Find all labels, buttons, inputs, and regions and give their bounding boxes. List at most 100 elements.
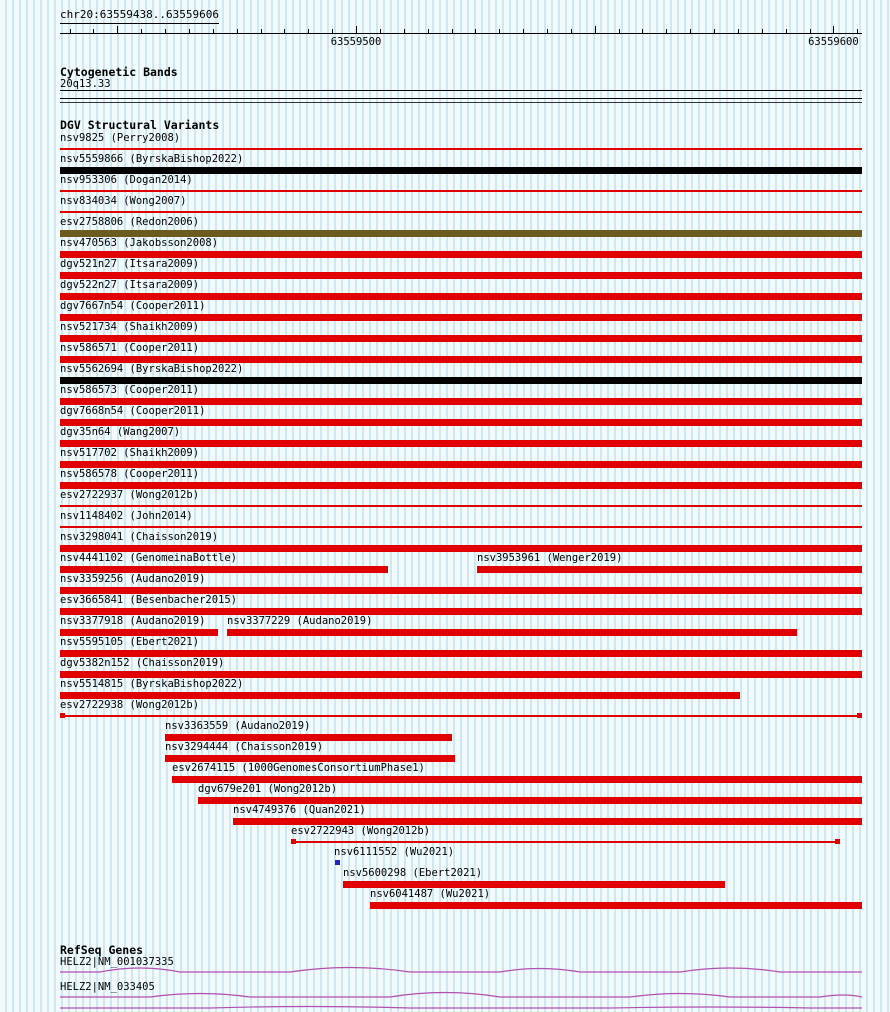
variant-label[interactable]: nsv5514815 (ByrskaBishop2022) bbox=[60, 678, 244, 690]
variant-bar[interactable] bbox=[835, 839, 840, 844]
variant-label[interactable]: dgv35n64 (Wang2007) bbox=[60, 426, 181, 438]
variant-label[interactable]: nsv4749376 (Quan2021) bbox=[233, 804, 366, 816]
variant-label[interactable]: esv3665841 (Besenbacher2015) bbox=[60, 594, 238, 606]
variant-bar[interactable] bbox=[370, 902, 862, 909]
variant-label[interactable]: nsv6041487 (Wu2021) bbox=[370, 888, 491, 900]
variant-label[interactable]: esv2674115 (1000GenomesConsortiumPhase1) bbox=[172, 762, 425, 774]
variant-label[interactable]: esv2722943 (Wong2012b) bbox=[291, 825, 431, 837]
variant-bar[interactable] bbox=[60, 293, 862, 300]
variant-bar[interactable] bbox=[60, 587, 862, 594]
variant-bar[interactable] bbox=[60, 335, 862, 342]
ruler-tick bbox=[69, 29, 71, 33]
variant-bar[interactable] bbox=[291, 839, 296, 844]
gene-label[interactable]: HELZ2|NM_033405 bbox=[60, 981, 155, 993]
variant-label[interactable]: dgv522n27 (Itsara2009) bbox=[60, 279, 200, 291]
variant-label[interactable]: nsv470563 (Jakobsson2008) bbox=[60, 237, 219, 249]
variant-bar[interactable] bbox=[165, 734, 452, 741]
variant-label[interactable]: dgv521n27 (Itsara2009) bbox=[60, 258, 200, 270]
variant-bar[interactable] bbox=[291, 841, 840, 843]
ruler-tick bbox=[761, 29, 763, 33]
variant-label[interactable]: nsv3298041 (Chaisson2019) bbox=[60, 531, 219, 543]
variant-label[interactable]: nsv586571 (Cooper2011) bbox=[60, 342, 200, 354]
variant-label[interactable]: nsv3953961 (Wenger2019) bbox=[477, 552, 623, 564]
variant-bar[interactable] bbox=[60, 148, 862, 150]
ruler-tick bbox=[833, 26, 835, 33]
variant-label[interactable]: esv2758806 (Redon2006) bbox=[60, 216, 200, 228]
variant-bar[interactable] bbox=[60, 715, 862, 717]
ruler-tick bbox=[308, 29, 310, 33]
variant-label[interactable]: nsv586573 (Cooper2011) bbox=[60, 384, 200, 396]
variant-label[interactable]: dgv7668n54 (Cooper2011) bbox=[60, 405, 206, 417]
variant-bar[interactable] bbox=[165, 755, 455, 762]
variant-label[interactable]: esv2722938 (Wong2012b) bbox=[60, 699, 200, 711]
variant-label[interactable]: nsv1148402 (John2014) bbox=[60, 510, 193, 522]
variant-bar[interactable] bbox=[60, 398, 862, 405]
variant-label[interactable]: dgv679e201 (Wong2012b) bbox=[198, 783, 338, 795]
variant-label[interactable]: nsv586578 (Cooper2011) bbox=[60, 468, 200, 480]
variant-bar[interactable] bbox=[60, 377, 862, 384]
variant-label[interactable]: nsv521734 (Shaikh2009) bbox=[60, 321, 200, 333]
variant-bar[interactable] bbox=[60, 211, 862, 213]
ruler-tick bbox=[284, 29, 286, 33]
variant-label[interactable]: nsv6111552 (Wu2021) bbox=[334, 846, 455, 858]
variant-label[interactable]: dgv7667n54 (Cooper2011) bbox=[60, 300, 206, 312]
variant-bar[interactable] bbox=[60, 566, 388, 573]
variant-label[interactable]: nsv5595105 (Ebert2021) bbox=[60, 636, 200, 648]
variant-bar[interactable] bbox=[60, 671, 862, 678]
ruler-tick bbox=[809, 29, 811, 33]
variant-bar[interactable] bbox=[60, 482, 862, 489]
variant-bar[interactable] bbox=[857, 713, 862, 718]
cytoband-glyph[interactable] bbox=[60, 90, 862, 99]
ruler-tick bbox=[570, 29, 572, 33]
variant-bar[interactable] bbox=[172, 776, 862, 783]
variant-bar[interactable] bbox=[60, 545, 862, 552]
variant-bar[interactable] bbox=[335, 860, 340, 865]
ruler-tick bbox=[451, 29, 453, 33]
variant-bar[interactable] bbox=[198, 797, 862, 804]
variant-label[interactable]: dgv5382n152 (Chaisson2019) bbox=[60, 657, 225, 669]
variant-bar[interactable] bbox=[60, 461, 862, 468]
gene-glyph[interactable] bbox=[60, 963, 862, 977]
variant-bar[interactable] bbox=[60, 272, 862, 279]
variant-bar[interactable] bbox=[60, 190, 862, 192]
variant-bar[interactable] bbox=[343, 881, 725, 888]
variant-label[interactable]: esv2722937 (Wong2012b) bbox=[60, 489, 200, 501]
variant-bar[interactable] bbox=[60, 251, 862, 258]
gene-label[interactable]: HELZ2|NM_001037335 bbox=[60, 956, 174, 968]
variant-bar[interactable] bbox=[227, 629, 797, 636]
variant-bar[interactable] bbox=[60, 526, 862, 528]
gene-glyph[interactable] bbox=[60, 988, 862, 1002]
variant-label[interactable]: nsv5600298 (Ebert2021) bbox=[343, 867, 483, 879]
ruler-tick bbox=[212, 29, 214, 33]
variant-bar[interactable] bbox=[60, 440, 862, 447]
variant-label[interactable]: nsv3294444 (Chaisson2019) bbox=[165, 741, 324, 753]
variant-label[interactable]: nsv3363559 (Audano2019) bbox=[165, 720, 311, 732]
variant-bar[interactable] bbox=[60, 314, 862, 321]
variant-bar[interactable] bbox=[477, 566, 862, 573]
gene-glyph-partial[interactable] bbox=[60, 1004, 862, 1012]
variant-bar[interactable] bbox=[60, 713, 65, 718]
variant-bar[interactable] bbox=[60, 608, 862, 615]
variant-bar[interactable] bbox=[60, 167, 862, 174]
variant-bar[interactable] bbox=[60, 230, 862, 237]
variant-label[interactable]: nsv9825 (Perry2008) bbox=[60, 132, 181, 144]
variant-label[interactable]: nsv4441102 (GenomeinaBottle) bbox=[60, 552, 238, 564]
variant-bar[interactable] bbox=[60, 419, 862, 426]
variant-bar[interactable] bbox=[233, 818, 862, 825]
variant-label[interactable]: nsv3377229 (Audano2019) bbox=[227, 615, 373, 627]
variant-bar[interactable] bbox=[60, 356, 862, 363]
variant-label[interactable]: nsv517702 (Shaikh2009) bbox=[60, 447, 200, 459]
ruler-tick bbox=[690, 29, 692, 33]
variant-label[interactable]: nsv3377918 (Audano2019) bbox=[60, 615, 206, 627]
variant-bar[interactable] bbox=[60, 692, 740, 699]
variant-bar[interactable] bbox=[60, 650, 862, 657]
variant-label[interactable]: nsv834034 (Wong2007) bbox=[60, 195, 187, 207]
section-title-cytogenetic-bands: Cytogenetic Bands bbox=[60, 65, 178, 79]
variant-label[interactable]: nsv3359256 (Audano2019) bbox=[60, 573, 206, 585]
section-title-dgv-structural-variants: DGV Structural Variants bbox=[60, 118, 220, 132]
variant-label[interactable]: nsv5559866 (ByrskaBishop2022) bbox=[60, 153, 244, 165]
variant-bar[interactable] bbox=[60, 505, 862, 507]
variant-label[interactable]: nsv953306 (Dogan2014) bbox=[60, 174, 193, 186]
variant-bar[interactable] bbox=[60, 629, 218, 636]
variant-label[interactable]: nsv5562694 (ByrskaBishop2022) bbox=[60, 363, 244, 375]
